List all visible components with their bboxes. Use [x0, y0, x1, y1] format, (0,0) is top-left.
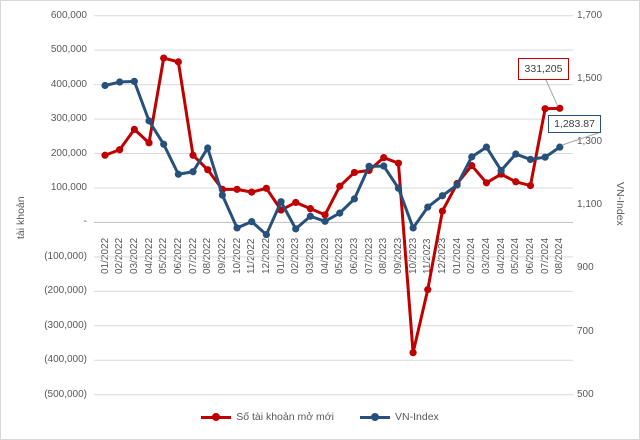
data-point-marker[interactable]: [101, 151, 109, 159]
data-point-marker[interactable]: [526, 181, 535, 190]
data-point-marker[interactable]: [380, 162, 388, 170]
data-point-marker[interactable]: [409, 224, 417, 232]
data-label-callout-accounts[interactable]: 331,205: [518, 58, 569, 80]
data-point-marker[interactable]: [468, 153, 476, 161]
data-point-marker[interactable]: [453, 181, 461, 189]
data-point-marker[interactable]: [512, 178, 520, 186]
data-point-marker[interactable]: [145, 139, 153, 147]
left-axis-tick-label: (100,000): [44, 250, 87, 262]
right-axis-tick-label: 900: [577, 262, 594, 274]
legend-label-vnindex: VN-Index: [395, 411, 439, 423]
left-axis-tick-label: (400,000): [44, 354, 87, 366]
data-point-marker[interactable]: [189, 151, 197, 159]
left-axis-tick-label: (200,000): [44, 285, 87, 297]
data-point-marker[interactable]: [482, 143, 491, 151]
data-point-marker[interactable]: [233, 185, 241, 193]
data-point-marker[interactable]: [130, 77, 138, 85]
data-point-marker[interactable]: [174, 58, 182, 66]
data-point-marker[interactable]: [526, 155, 535, 164]
data-point-marker[interactable]: [101, 81, 109, 90]
data-point-marker[interactable]: [336, 182, 344, 190]
data-point-marker[interactable]: [204, 166, 212, 174]
legend-item-accounts[interactable]: Số tài khoản mở mới: [201, 411, 334, 423]
legend-item-vnindex[interactable]: VN-Index: [360, 411, 439, 423]
data-point-marker[interactable]: [262, 230, 270, 239]
data-point-marker[interactable]: [130, 125, 138, 133]
right-axis-tick-label: 1,700: [577, 9, 603, 21]
data-point-marker[interactable]: [424, 286, 432, 294]
data-point-marker[interactable]: [321, 211, 329, 219]
legend-label-accounts: Số tài khoản mở mới: [236, 411, 335, 423]
data-point-marker[interactable]: [438, 207, 447, 215]
left-axis-tick-label: 200,000: [50, 147, 87, 159]
data-point-marker[interactable]: [189, 168, 197, 176]
series-line-vnindex[interactable]: [103, 79, 562, 237]
data-point-marker[interactable]: [350, 168, 359, 177]
data-point-marker[interactable]: [394, 159, 403, 167]
right-axis-tick-label: 1,300: [577, 136, 603, 148]
data-label-callout-vnindex[interactable]: 1,283.87: [548, 115, 601, 133]
data-point-marker[interactable]: [174, 170, 182, 178]
series-line-accounts[interactable]: [103, 56, 562, 355]
data-point-marker[interactable]: [556, 104, 564, 112]
data-point-marker[interactable]: [248, 218, 256, 226]
callout-leader-accounts: [545, 79, 559, 107]
data-point-marker[interactable]: [438, 192, 447, 200]
data-point-marker[interactable]: [380, 154, 388, 162]
data-point-marker[interactable]: [497, 166, 505, 175]
data-point-marker[interactable]: [204, 144, 212, 152]
left-axis-tick-label: -: [83, 216, 87, 228]
legend: Số tài khoản mở mới VN-Index: [1, 411, 639, 423]
data-point-marker[interactable]: [468, 161, 476, 170]
data-point-marker[interactable]: [394, 184, 403, 192]
data-point-marker[interactable]: [277, 198, 285, 206]
right-axis-tick-label: 500: [577, 388, 594, 400]
left-axis-tick-label: 300,000: [50, 113, 87, 125]
data-point-marker[interactable]: [336, 209, 344, 217]
data-point-marker[interactable]: [482, 179, 491, 187]
data-point-marker[interactable]: [365, 162, 373, 170]
data-point-marker[interactable]: [321, 217, 329, 225]
data-point-marker[interactable]: [306, 205, 314, 213]
data-point-marker[interactable]: [556, 143, 564, 151]
data-point-marker[interactable]: [350, 195, 359, 203]
data-point-marker[interactable]: [541, 105, 549, 113]
data-point-marker[interactable]: [512, 150, 520, 158]
data-point-marker[interactable]: [424, 203, 432, 211]
left-axis-tick-label: 100,000: [50, 181, 87, 193]
data-point-marker[interactable]: [218, 191, 226, 199]
right-axis-tick-label: 1,500: [577, 72, 603, 84]
left-axis-tick-label: 600,000: [50, 9, 87, 21]
data-point-marker[interactable]: [262, 184, 270, 192]
left-axis-tick-label: 400,000: [50, 78, 87, 90]
data-point-marker[interactable]: [306, 212, 314, 220]
accounts-series-swatch-icon: [201, 413, 232, 421]
data-point-marker[interactable]: [116, 78, 124, 86]
data-point-marker[interactable]: [145, 117, 153, 125]
left-axis-tick-label: (500,000): [44, 388, 87, 400]
callout-leader-vnindex: [561, 131, 602, 146]
left-axis-tick-label: 500,000: [50, 44, 87, 56]
right-axis-tick-label: 700: [577, 325, 594, 337]
data-point-marker[interactable]: [233, 224, 241, 232]
data-point-marker[interactable]: [292, 225, 300, 233]
data-point-marker[interactable]: [409, 349, 417, 357]
left-axis-tick-label: (300,000): [44, 319, 87, 331]
data-point-marker[interactable]: [541, 153, 549, 161]
data-point-marker[interactable]: [160, 140, 168, 148]
data-point-marker[interactable]: [248, 188, 256, 196]
data-point-marker[interactable]: [292, 198, 300, 207]
vnindex-series-swatch-icon: [360, 413, 391, 421]
data-point-marker[interactable]: [116, 146, 124, 154]
data-point-marker[interactable]: [160, 54, 168, 62]
right-axis-tick-label: 1,100: [577, 199, 603, 211]
